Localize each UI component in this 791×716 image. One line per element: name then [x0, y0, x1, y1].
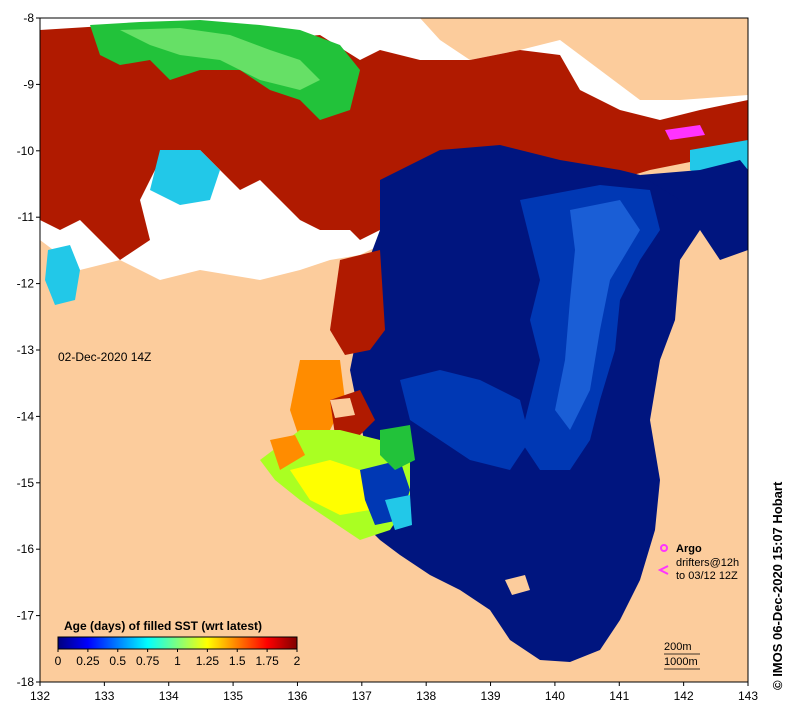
colorbar-tick-label: 0.25: [76, 654, 100, 668]
x-tick-label: 132: [30, 689, 50, 703]
y-tick-label: -8: [23, 11, 34, 25]
fresh-data-green: [380, 425, 415, 470]
x-tick-label: 142: [674, 689, 694, 703]
old-data-strip-west: [330, 250, 385, 355]
y-axis: -8 -9 -10 -11 -12 -13 -14 -15 -16 -17 -18: [17, 11, 40, 689]
x-tick-label: 134: [159, 689, 179, 703]
recent-data-patch: [150, 150, 220, 205]
y-tick-label: -17: [17, 609, 35, 623]
y-tick-label: -9: [23, 77, 34, 91]
x-tick-label: 135: [223, 689, 243, 703]
argo-symbol-icon: [660, 544, 668, 552]
x-tick-label: 141: [609, 689, 629, 703]
y-tick-label: -14: [17, 409, 35, 423]
x-tick-label: 143: [738, 689, 758, 703]
y-tick-label: -13: [17, 343, 35, 357]
colorbar-tick-label: 0.75: [136, 654, 160, 668]
y-tick-label: -12: [17, 277, 35, 291]
y-tick-label: -10: [17, 144, 35, 158]
y-tick-label: -15: [17, 476, 35, 490]
credit-text: © IMOS 06-Dec-2020 15:07 Hobart: [770, 481, 785, 690]
island-groote: [330, 398, 355, 418]
orange-data-patch-2: [270, 435, 305, 470]
gulf-ocean-light: [555, 200, 640, 430]
x-tick-label: 140: [545, 689, 565, 703]
y-tick-label: -11: [18, 210, 35, 224]
depth-label-1000m: 1000m: [664, 656, 698, 668]
depth-legend: 200m 1000m: [664, 641, 700, 670]
map-timestamp: 02-Dec-2020 14Z: [58, 350, 151, 364]
recent-data-cyan: [385, 495, 412, 530]
gulf-ocean-northeast: [640, 160, 748, 260]
fresh-data-yellow: [290, 460, 380, 515]
x-tick-label: 137: [352, 689, 372, 703]
colorbar-tick-label: 1.25: [196, 654, 220, 668]
fresh-data-patch-light: [120, 28, 320, 90]
colorbar-tick-label: 1: [174, 654, 181, 668]
colorbar-title: Age (days) of filled SST (wrt latest): [64, 619, 262, 633]
legend: Argo drifters@12h to 03/12 12Z: [657, 543, 739, 582]
x-tick-label: 136: [287, 689, 307, 703]
colorbar-gradient: [57, 636, 298, 650]
depth-label-200m: 200m: [664, 641, 692, 653]
colorbar-tick-label: 1.75: [255, 654, 279, 668]
x-tick-label: 138: [416, 689, 436, 703]
argo-label: Argo: [676, 543, 702, 555]
drifter-arrow-icon: [657, 565, 669, 575]
x-tick-label: 139: [481, 689, 501, 703]
colorbar-tick-label: 0.5: [109, 654, 126, 668]
gulf-ocean-mid-west: [400, 370, 530, 470]
colorbar-tick-label: 2: [294, 654, 301, 668]
orange-data-patch: [290, 360, 345, 440]
argo-track-marks: [665, 125, 705, 140]
recent-data-patch-west: [45, 245, 80, 305]
x-axis: 132 133 134 135 136 137 138 139 140 141 142 143: [30, 682, 758, 703]
x-tick-label: 133: [94, 689, 114, 703]
y-tick-label: -16: [17, 542, 35, 556]
colorbar-tick-label: 1.5: [229, 654, 246, 668]
island-mornington: [505, 575, 530, 595]
colorbar-ticks: 0 0.25 0.5 0.75 1 1.25 1.5 1.75 2: [55, 649, 301, 668]
drifters-line2: to 03/12 12Z: [676, 570, 738, 582]
old-data-region-north: [40, 25, 748, 260]
drifters-line1: drifters@12h: [676, 557, 739, 569]
y-tick-label: -18: [17, 675, 35, 689]
colorbar-tick-label: 0: [55, 654, 62, 668]
